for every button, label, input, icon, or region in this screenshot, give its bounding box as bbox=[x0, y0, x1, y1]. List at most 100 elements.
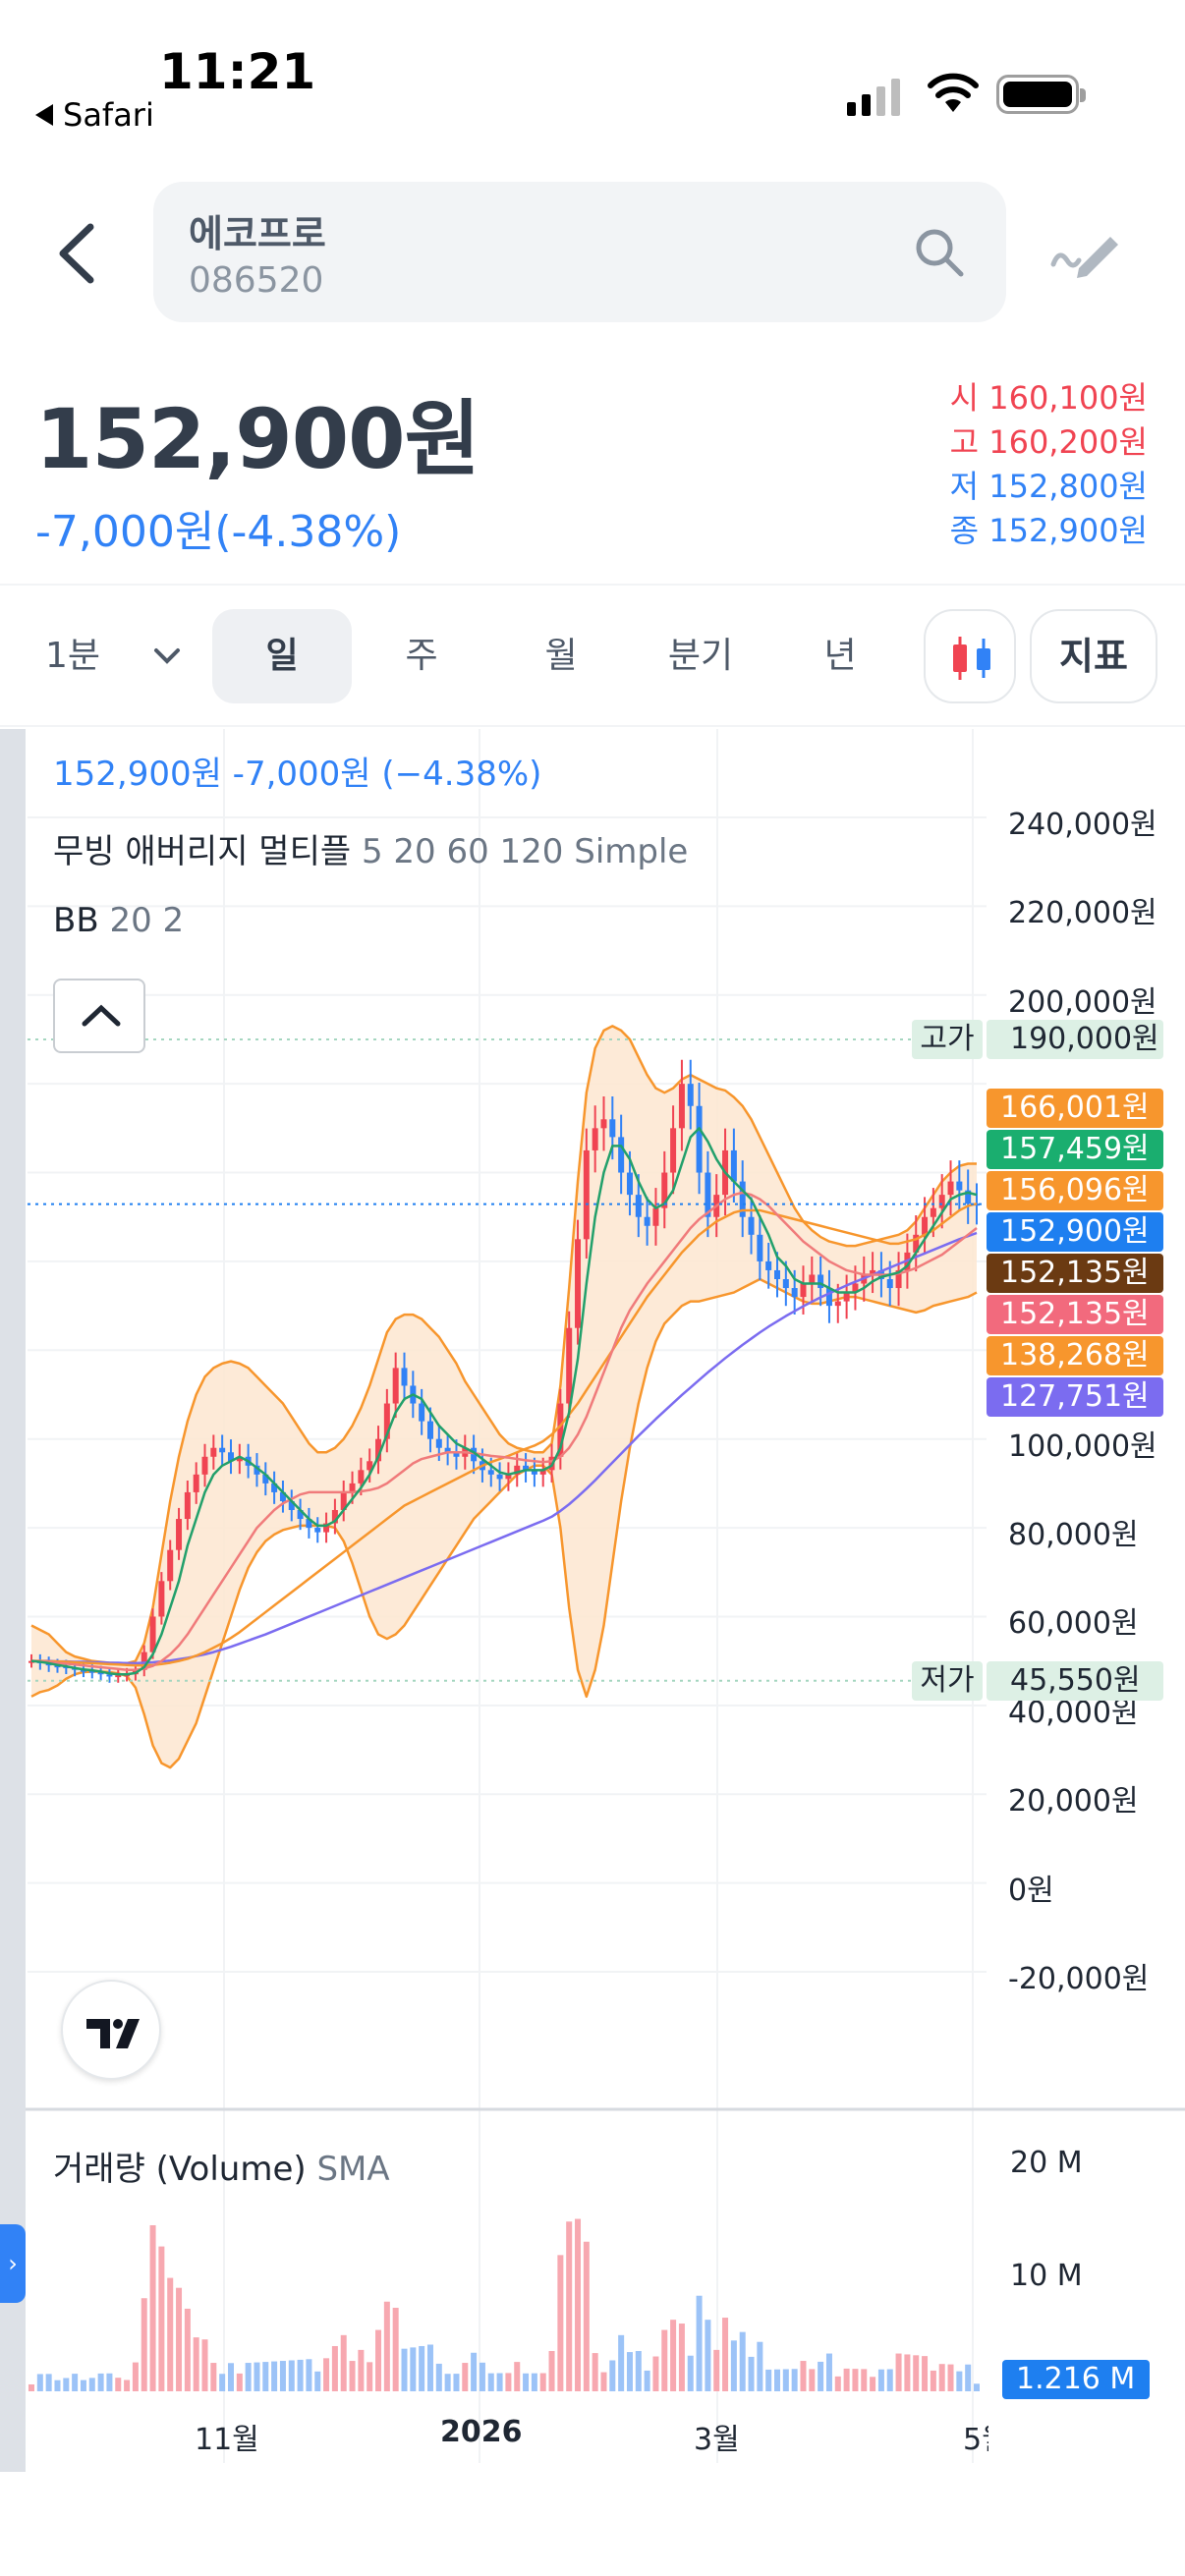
volume-bar bbox=[531, 2373, 537, 2391]
tab-quarter[interactable]: 분기 bbox=[667, 636, 734, 676]
search-icon[interactable] bbox=[912, 225, 965, 278]
tab-minute[interactable]: 1분 bbox=[45, 636, 101, 676]
candle bbox=[254, 1465, 260, 1475]
candle bbox=[531, 1470, 537, 1475]
candle bbox=[227, 1452, 234, 1462]
price-chart[interactable]: › 152,900원 -7,000원 (−4.38%) 무빙 애버리지 멀티플 … bbox=[0, 729, 1185, 2478]
volume-bar bbox=[722, 2318, 729, 2391]
low-price-label: 저가 bbox=[912, 1660, 983, 1701]
volume-bar bbox=[254, 2362, 260, 2391]
tab-month[interactable]: 월 bbox=[544, 636, 578, 676]
volume-bar bbox=[471, 2352, 478, 2391]
y-axis-label: 200,000원 bbox=[1008, 984, 1157, 1020]
chevron-down-icon[interactable] bbox=[152, 646, 182, 666]
volume-bar bbox=[947, 2364, 954, 2391]
y-axis-label: 0원 bbox=[1008, 1873, 1054, 1908]
y-axis-label: 20,000원 bbox=[1008, 1784, 1139, 1820]
volume-bar bbox=[886, 2369, 893, 2391]
volume-bar bbox=[124, 2380, 131, 2391]
indicator-button[interactable]: 지표 bbox=[1030, 609, 1157, 703]
price-tag: 157,459원 bbox=[987, 1130, 1163, 1169]
ohlc-summary: 시 160,100원 고 160,200원 저 152,800원 종 152,9… bbox=[950, 376, 1148, 553]
candle bbox=[471, 1447, 478, 1462]
candle bbox=[279, 1491, 286, 1501]
volume-bar bbox=[705, 2320, 711, 2391]
volume-bar bbox=[557, 2255, 564, 2391]
back-to-safari-link[interactable]: Safari bbox=[35, 96, 154, 134]
volume-bar bbox=[167, 2277, 174, 2391]
volume-bar bbox=[505, 2373, 512, 2391]
status-bar: 11:21 Safari bbox=[0, 0, 1185, 147]
volume-bar bbox=[566, 2221, 573, 2391]
volume-bar bbox=[818, 2361, 824, 2391]
candle bbox=[141, 1652, 147, 1670]
back-arrow-icon bbox=[35, 104, 53, 126]
volume-bar bbox=[45, 2374, 52, 2391]
candle bbox=[895, 1269, 902, 1289]
high-price-label: 고가 bbox=[912, 1019, 983, 1059]
tradingview-logo-icon[interactable] bbox=[61, 1980, 161, 2080]
volume-bar bbox=[479, 2362, 485, 2391]
price-change: -7,000원(-4.38%) bbox=[35, 507, 402, 557]
stock-search-box[interactable]: 에코프로 086520 bbox=[153, 182, 1006, 322]
volume-bar bbox=[106, 2373, 113, 2391]
candle bbox=[626, 1172, 633, 1196]
volume-bar bbox=[97, 2373, 104, 2391]
candle bbox=[609, 1119, 616, 1138]
volume-bar bbox=[487, 2373, 494, 2391]
volume-bar bbox=[609, 2360, 616, 2391]
ma20-line bbox=[30, 1191, 978, 1671]
volume-bar bbox=[913, 2355, 920, 2391]
candle bbox=[913, 1234, 920, 1253]
candle bbox=[678, 1084, 685, 1129]
volume-bar bbox=[410, 2347, 417, 2391]
volume-bar bbox=[288, 2360, 295, 2391]
candle bbox=[314, 1528, 321, 1533]
expand-sidebar-handle[interactable]: › bbox=[0, 2224, 26, 2303]
volume-bar bbox=[367, 2362, 373, 2391]
volume-bar bbox=[297, 2359, 304, 2391]
volume-bar bbox=[965, 2364, 972, 2391]
candle bbox=[583, 1149, 590, 1240]
candle bbox=[514, 1465, 521, 1475]
y-axis-label: 60,000원 bbox=[1008, 1606, 1139, 1642]
current-price: 152,900원 bbox=[35, 391, 480, 487]
chart-canvas[interactable] bbox=[0, 729, 1185, 2478]
candle bbox=[262, 1474, 269, 1484]
volume-bar bbox=[678, 2324, 685, 2391]
stock-name: 에코프로 bbox=[189, 212, 326, 255]
chart-type-button[interactable] bbox=[924, 609, 1016, 703]
price-tag: 166,001원 bbox=[987, 1089, 1163, 1128]
candle bbox=[600, 1119, 607, 1129]
candle bbox=[635, 1195, 642, 1217]
volume-bar bbox=[575, 2218, 582, 2391]
volume-bar bbox=[358, 2349, 365, 2391]
candle bbox=[149, 1616, 156, 1652]
candle bbox=[748, 1216, 755, 1235]
divider bbox=[0, 725, 1185, 727]
candle bbox=[947, 1181, 954, 1196]
drawing-pen-icon[interactable] bbox=[1049, 221, 1122, 284]
candle bbox=[618, 1137, 625, 1173]
tab-day[interactable]: 일 bbox=[212, 609, 352, 703]
volume-bar bbox=[922, 2356, 929, 2391]
candle bbox=[834, 1301, 841, 1307]
volume-bar bbox=[809, 2369, 816, 2391]
open-price: 시 160,100원 bbox=[949, 379, 1148, 417]
tab-year[interactable]: 년 bbox=[823, 636, 857, 676]
bollinger-lower-line bbox=[30, 1277, 978, 1769]
candle bbox=[592, 1128, 598, 1150]
candle bbox=[115, 1675, 122, 1678]
volume-bar bbox=[453, 2374, 460, 2391]
volume-bar bbox=[349, 2361, 356, 2391]
candle bbox=[487, 1470, 494, 1475]
volume-bar bbox=[644, 2370, 650, 2391]
volume-bar bbox=[523, 2373, 530, 2391]
volume-bar bbox=[548, 2351, 555, 2391]
candle bbox=[922, 1216, 929, 1235]
back-chevron-icon[interactable] bbox=[49, 221, 108, 286]
tab-week[interactable]: 주 bbox=[405, 636, 438, 676]
collapse-legend-button[interactable] bbox=[53, 979, 145, 1053]
volume-bar bbox=[514, 2362, 521, 2391]
chevron-up-icon bbox=[82, 1004, 121, 1027]
